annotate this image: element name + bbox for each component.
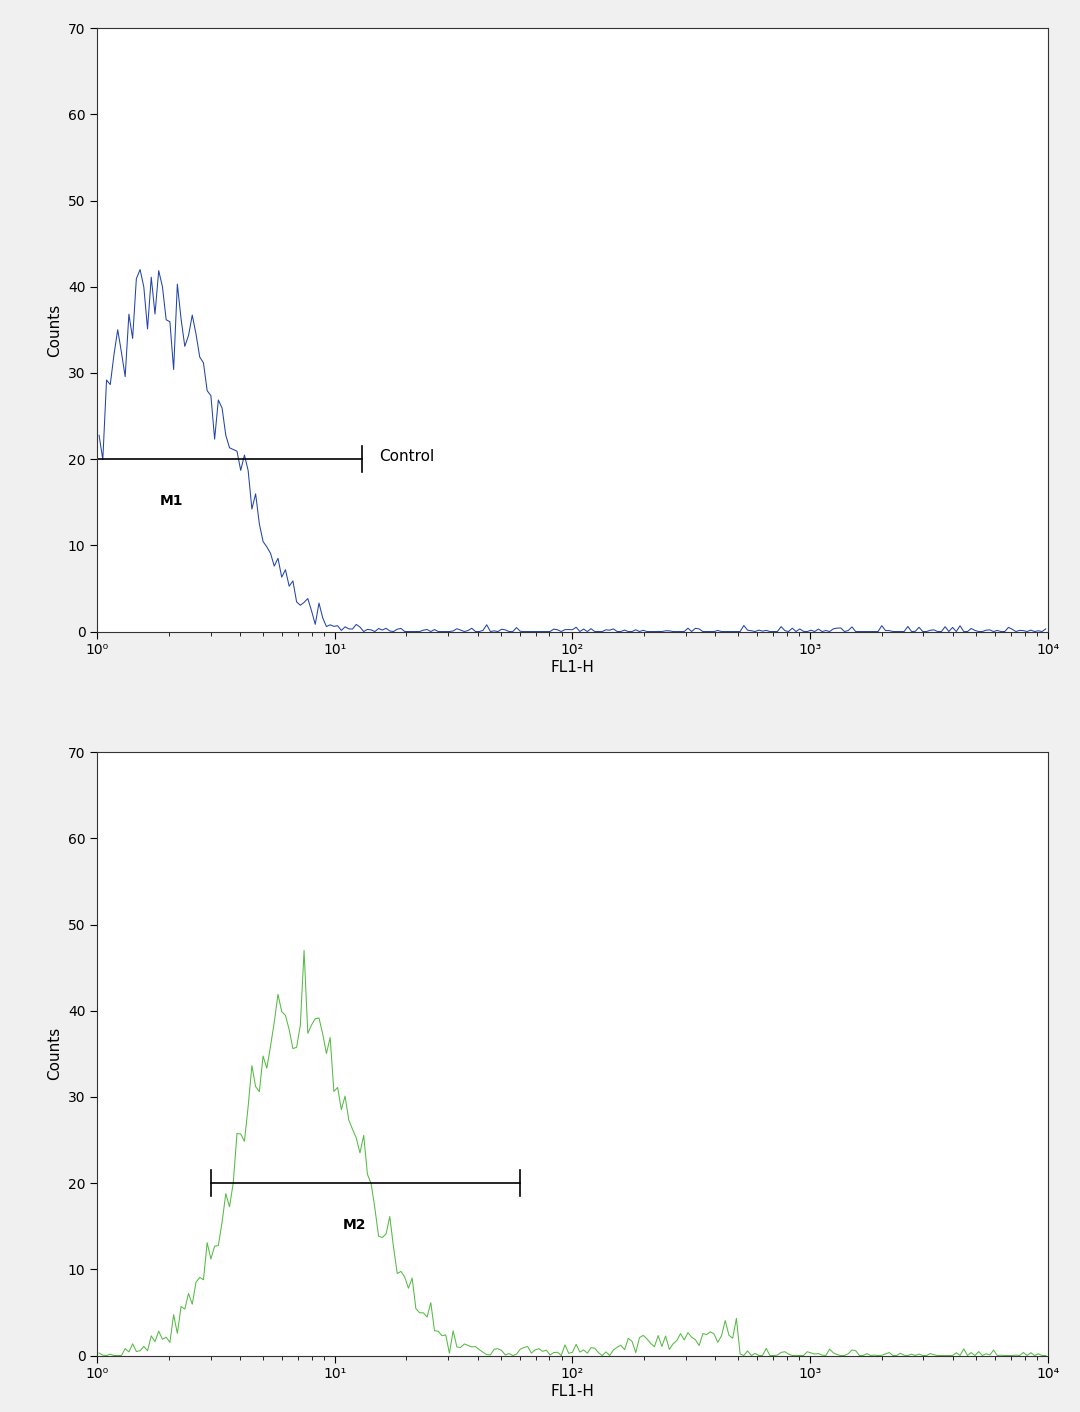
Text: M2: M2: [342, 1217, 366, 1231]
Text: Control: Control: [379, 449, 434, 465]
X-axis label: FL1-H: FL1-H: [551, 661, 594, 675]
X-axis label: FL1-H: FL1-H: [551, 1384, 594, 1399]
Y-axis label: Counts: Counts: [48, 304, 63, 356]
Text: M1: M1: [160, 494, 184, 508]
Y-axis label: Counts: Counts: [48, 1028, 63, 1080]
